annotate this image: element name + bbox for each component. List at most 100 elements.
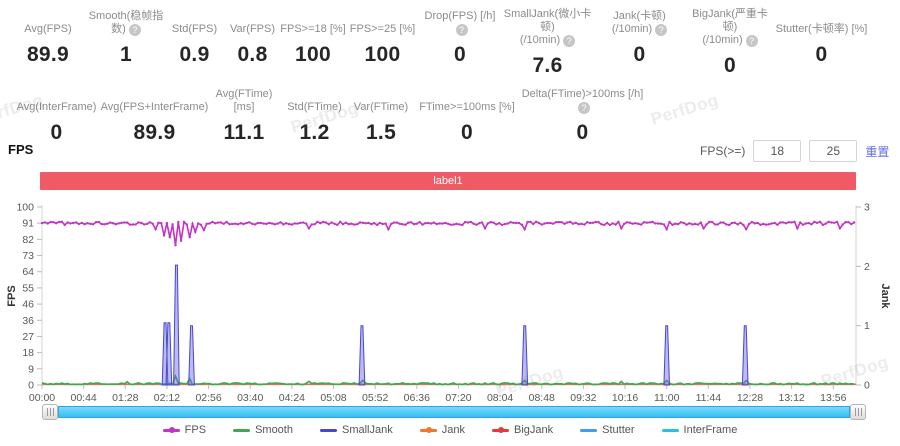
legend-label: InterFrame [683,424,738,436]
svg-text:91: 91 [22,218,34,230]
stat-value: 1.5 [365,121,397,144]
stat-label: Std(FTime) [287,86,342,114]
legend-item-interframe[interactable]: InterFrame [661,424,738,436]
stat-value: 1 [120,43,132,66]
stat-avg-fps: Avg(FPS) 89.9 [8,8,88,78]
stat-avg-interframe: Avg(InterFrame) 0 [8,86,105,145]
stat-label: Drop(FPS) [/h]? [419,8,501,36]
legend-item-bigjank[interactable]: BigJank [491,424,553,436]
svg-text:12:28: 12:28 [737,392,763,404]
stat-value: 0.9 [179,43,210,66]
svg-text:00:44: 00:44 [71,392,97,404]
legend-item-stutter[interactable]: Stutter [580,424,635,436]
svg-text:9: 9 [28,363,34,375]
stat-avg-ftime-ms: Avg(FTime) [ms] 11.1 [204,86,284,145]
svg-text:05:52: 05:52 [362,392,388,404]
datazoom-left-handle[interactable] [42,404,58,420]
stat-label-line: Delta(FTime)>100ms [/h]? [521,88,644,114]
help-icon[interactable]: ? [563,35,576,47]
legend-item-smooth[interactable]: Smooth [233,424,293,436]
stat-std-ftime: Std(FTime) 1.2 [284,86,345,145]
svg-text:2: 2 [864,261,870,273]
stat-label-line: FTime>=100ms [%] [419,101,515,113]
datazoom-right-handle[interactable] [850,404,866,420]
svg-text:11:44: 11:44 [696,392,722,404]
help-icon[interactable]: ? [455,24,468,36]
svg-text:13:56: 13:56 [820,392,846,404]
help-icon[interactable]: ? [655,24,668,36]
stat-label: FTime>=100ms [%] [419,86,515,114]
stat-label-line: Avg(InterFrame) [16,101,97,113]
stat-var-ftime: Var(FTime) 1.5 [345,86,417,145]
chart-legend: FPS Smooth SmallJank Jank BigJank Stutter Inte… [0,424,900,436]
legend-swatch [661,428,679,432]
grip-icon [46,408,54,416]
svg-text:05:08: 05:08 [320,392,346,404]
svg-text:00:00: 00:00 [29,392,55,404]
svg-text:02:56: 02:56 [195,392,221,404]
svg-text:55: 55 [22,282,34,294]
svg-text:Jank: Jank [879,283,891,309]
legend-dot [497,427,504,433]
fps-threshold-input-1[interactable] [753,140,802,162]
datazoom-slider [42,404,866,420]
stat-value: 11.1 [223,121,265,144]
datazoom-track[interactable] [58,406,850,418]
legend-label: Stutter [602,424,635,436]
stat-var-fps: Var(FPS) 0.8 [225,8,280,78]
stat-ftime-100ms: FTime>=100ms [%] 0 [417,86,517,145]
stat-drop-fps-h: Drop(FPS) [/h]? 0 [419,8,501,78]
stat-label: Stutter(卡顿率) [%] [776,8,868,36]
stat-value: 0 [454,43,466,66]
stat-label-line: FPS>=25 [%] [349,23,416,35]
legend-swatch [419,427,437,433]
svg-text:82: 82 [22,234,34,246]
stat-value: 0 [576,121,589,144]
stat-label: Delta(FTime)>100ms [/h]? [517,86,648,114]
svg-text:1: 1 [864,320,870,332]
stat-fps-25: FPS>=25 [%] 100 [346,8,419,78]
legend-item-jank[interactable]: Jank [419,424,465,436]
svg-text:10:16: 10:16 [612,392,638,404]
svg-text:01:28: 01:28 [112,392,138,404]
legend-swatch [580,428,598,432]
stat-value: 0 [50,121,63,144]
help-icon[interactable]: ? [578,102,590,114]
stat-label: Smooth(稳帧指数)? [88,8,164,36]
stat-label-line: (/10min)? [685,34,775,47]
stat-value: 89.9 [133,121,176,144]
svg-text:64: 64 [22,266,34,278]
stat-value: 0 [633,43,646,66]
stat-std-fps: Std(FPS) 0.9 [164,8,225,78]
stat-jank: Jank(卡顿) (/10min)? 0 [594,8,685,78]
legend-item-fps[interactable]: FPS [162,424,206,436]
stat-label: Avg(FPS+InterFrame) [101,86,209,114]
stat-label-line: (/10min)? [501,34,594,47]
fps-ge-label: FPS(>=) [700,144,746,158]
grip-icon [854,408,862,416]
fps-threshold-input-2[interactable] [809,140,858,162]
stat-label: Avg(InterFrame) [17,86,97,114]
stat-label: Jank(卡顿) (/10min)? [612,8,668,36]
svg-text:3: 3 [864,202,870,214]
stat-label: Avg(FTime) [ms] [204,86,284,114]
stat-fps-18: FPS>=18 [%] 100 [280,8,346,78]
legend-dot [168,427,175,433]
stat-label: FPS>=25 [%] [350,8,415,36]
stat-label: FPS>=18 [%] [280,8,345,36]
stats-row-fps: Avg(FPS) 89.9 Smooth(稳帧指数)? 1 Std(FPS) 0.9 Var… [8,8,868,78]
stat-label-line: Var(FPS) [229,23,276,35]
help-icon[interactable]: ? [745,35,758,47]
stat-label-line: Drop(FPS) [/h]? [424,10,496,36]
stat-bigjank: BigJank(严重卡顿) (/10min)? 0 [685,8,775,78]
svg-text:09:32: 09:32 [570,392,596,404]
reset-link[interactable]: 重置 [865,144,890,159]
help-icon[interactable]: ? [128,24,141,36]
svg-text:46: 46 [22,299,34,311]
stat-label: BigJank(严重卡顿) (/10min)? [685,8,775,47]
stat-label-line: Avg(FTime) [ms] [215,88,273,113]
section-title-fps: FPS [8,142,34,157]
legend-item-smalljank[interactable]: SmallJank [319,424,393,436]
